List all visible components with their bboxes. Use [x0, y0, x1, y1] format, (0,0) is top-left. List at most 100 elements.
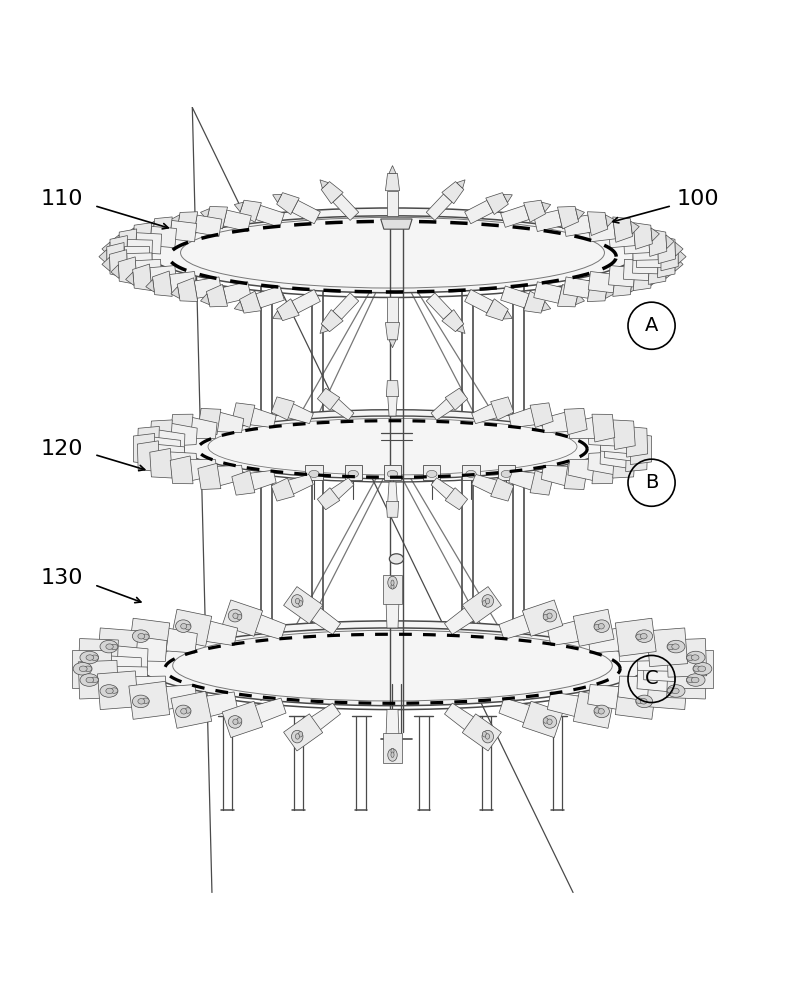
- Ellipse shape: [228, 609, 242, 622]
- Ellipse shape: [598, 709, 604, 714]
- Polygon shape: [168, 452, 197, 475]
- Polygon shape: [146, 221, 155, 234]
- Ellipse shape: [181, 623, 187, 629]
- Polygon shape: [383, 575, 402, 604]
- Ellipse shape: [547, 613, 552, 619]
- Polygon shape: [119, 257, 137, 284]
- Ellipse shape: [485, 598, 490, 604]
- Polygon shape: [110, 236, 127, 264]
- Polygon shape: [198, 463, 221, 490]
- Polygon shape: [462, 587, 502, 624]
- Polygon shape: [613, 271, 633, 296]
- Polygon shape: [276, 193, 299, 215]
- Polygon shape: [248, 407, 276, 428]
- Polygon shape: [126, 253, 152, 274]
- Polygon shape: [198, 408, 221, 435]
- Polygon shape: [388, 395, 397, 416]
- Ellipse shape: [667, 688, 674, 693]
- Polygon shape: [605, 215, 614, 227]
- Ellipse shape: [594, 708, 600, 713]
- Ellipse shape: [181, 709, 187, 714]
- Ellipse shape: [176, 620, 191, 632]
- Polygon shape: [126, 239, 152, 260]
- Polygon shape: [423, 465, 440, 480]
- Polygon shape: [150, 266, 177, 287]
- Polygon shape: [389, 166, 396, 173]
- Ellipse shape: [667, 644, 674, 650]
- Polygon shape: [588, 220, 615, 242]
- Polygon shape: [675, 257, 683, 271]
- Polygon shape: [587, 212, 608, 236]
- Ellipse shape: [466, 470, 476, 477]
- Polygon shape: [604, 437, 633, 461]
- Polygon shape: [321, 182, 343, 204]
- Text: 110: 110: [41, 189, 83, 209]
- Ellipse shape: [80, 674, 99, 686]
- Ellipse shape: [698, 666, 706, 672]
- Ellipse shape: [133, 695, 149, 708]
- Polygon shape: [491, 478, 513, 501]
- Ellipse shape: [86, 655, 93, 660]
- Polygon shape: [613, 217, 633, 242]
- Polygon shape: [658, 250, 675, 278]
- Ellipse shape: [145, 208, 640, 293]
- Polygon shape: [524, 291, 546, 313]
- Polygon shape: [534, 210, 562, 232]
- Polygon shape: [78, 660, 119, 699]
- Ellipse shape: [228, 716, 242, 728]
- Ellipse shape: [687, 655, 694, 660]
- Polygon shape: [272, 397, 294, 420]
- Ellipse shape: [387, 470, 398, 477]
- Ellipse shape: [185, 624, 191, 630]
- Polygon shape: [249, 698, 286, 725]
- Polygon shape: [386, 710, 399, 739]
- Polygon shape: [633, 239, 659, 260]
- Polygon shape: [305, 465, 323, 480]
- Polygon shape: [534, 282, 562, 303]
- Polygon shape: [542, 301, 551, 311]
- Polygon shape: [486, 193, 509, 215]
- Polygon shape: [547, 619, 586, 646]
- Polygon shape: [613, 448, 635, 478]
- Polygon shape: [133, 264, 152, 291]
- Polygon shape: [136, 233, 162, 254]
- Polygon shape: [613, 420, 635, 450]
- Polygon shape: [462, 465, 480, 480]
- Ellipse shape: [233, 613, 238, 619]
- Text: 120: 120: [41, 439, 83, 459]
- Ellipse shape: [501, 470, 512, 477]
- Ellipse shape: [391, 748, 394, 754]
- Polygon shape: [383, 733, 402, 763]
- Polygon shape: [292, 200, 320, 224]
- Polygon shape: [129, 636, 167, 661]
- Polygon shape: [573, 691, 614, 728]
- Ellipse shape: [693, 666, 701, 672]
- Ellipse shape: [295, 598, 300, 604]
- Polygon shape: [171, 609, 212, 646]
- Polygon shape: [223, 282, 251, 303]
- Ellipse shape: [391, 752, 394, 757]
- Polygon shape: [206, 206, 228, 229]
- Polygon shape: [389, 340, 396, 348]
- Polygon shape: [564, 463, 587, 490]
- Polygon shape: [97, 671, 138, 710]
- Polygon shape: [333, 293, 359, 319]
- Ellipse shape: [426, 470, 437, 477]
- Polygon shape: [444, 604, 479, 634]
- Ellipse shape: [667, 685, 685, 697]
- Text: 130: 130: [41, 568, 83, 588]
- Ellipse shape: [543, 614, 549, 620]
- Polygon shape: [234, 202, 243, 212]
- Polygon shape: [287, 403, 313, 424]
- Polygon shape: [170, 220, 197, 242]
- Ellipse shape: [91, 655, 98, 660]
- Polygon shape: [472, 474, 498, 495]
- Polygon shape: [177, 278, 198, 302]
- Polygon shape: [102, 257, 110, 271]
- Polygon shape: [588, 452, 617, 475]
- Polygon shape: [150, 448, 172, 478]
- Ellipse shape: [111, 644, 118, 650]
- Polygon shape: [292, 290, 320, 313]
- Polygon shape: [588, 423, 617, 446]
- Polygon shape: [674, 650, 713, 688]
